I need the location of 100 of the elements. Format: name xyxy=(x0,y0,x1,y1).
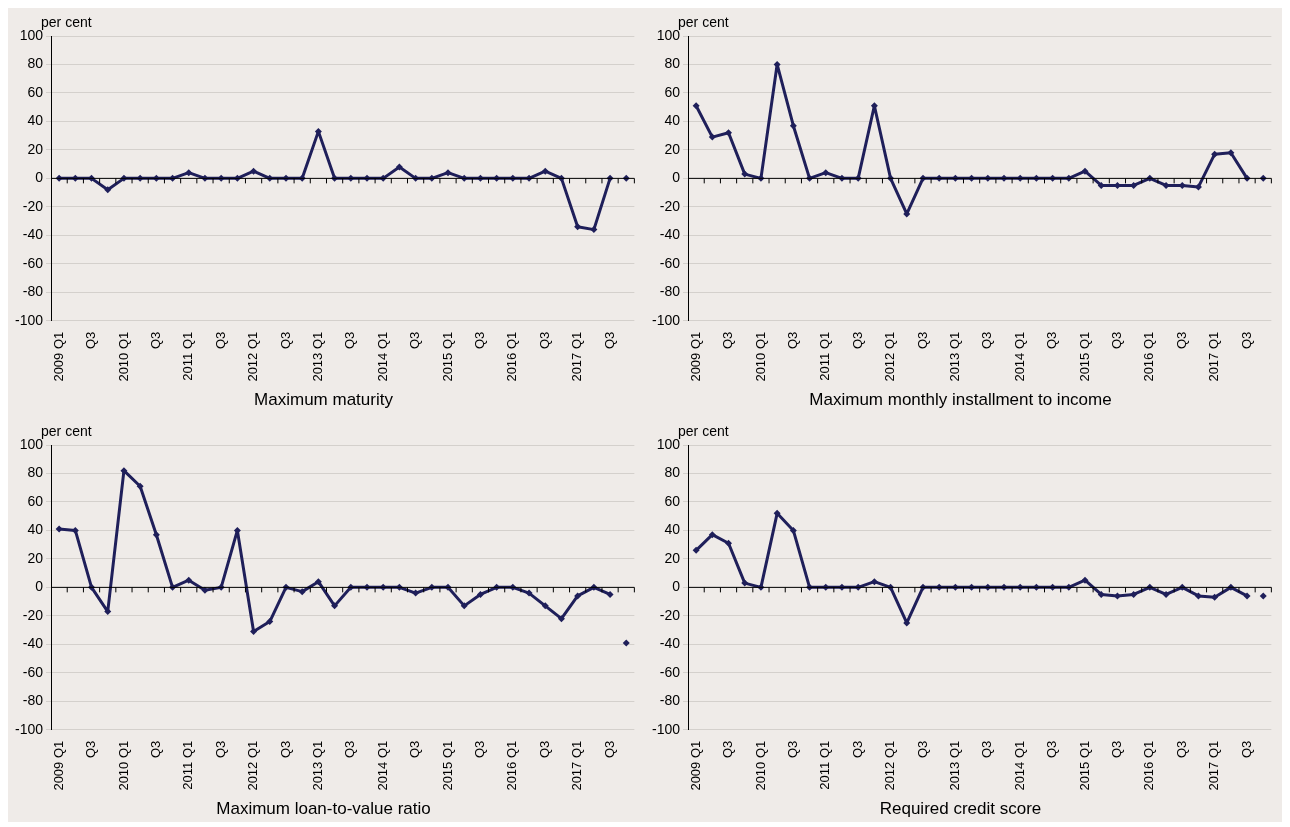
point xyxy=(741,170,749,178)
y-tick-label: 80 xyxy=(27,55,44,72)
y-tick-label: -60 xyxy=(22,254,44,271)
point xyxy=(557,615,565,623)
y-tick-label: -100 xyxy=(14,311,44,328)
point xyxy=(331,602,339,610)
point xyxy=(1162,590,1170,598)
point xyxy=(104,186,112,194)
point xyxy=(476,590,484,598)
y-tick-label: 80 xyxy=(27,464,44,481)
x-tick-label: 2010 Q1 xyxy=(115,740,131,791)
point xyxy=(250,167,258,175)
x-tick-label: 2016 Q1 xyxy=(504,331,520,382)
x-tick-label: Q3 xyxy=(277,740,293,759)
x-tick-label: 2011 Q1 xyxy=(180,331,196,381)
point xyxy=(266,618,274,626)
y-axis-title: per cent xyxy=(678,422,729,439)
text: Required credit score xyxy=(879,799,1042,819)
point xyxy=(773,509,781,517)
point xyxy=(725,129,733,137)
x-tick-label: 2013 Q1 xyxy=(309,740,325,791)
y-tick-label: 60 xyxy=(664,492,681,509)
point xyxy=(606,590,614,598)
x-tick-label: Q3 xyxy=(536,331,552,350)
x-tick-label: Q3 xyxy=(1044,740,1060,759)
y-tick-label: 20 xyxy=(27,140,44,157)
x-tick-label: Q3 xyxy=(979,331,995,350)
y-axis-title: per cent xyxy=(678,13,729,30)
y-tick-label: -40 xyxy=(22,635,44,652)
point xyxy=(152,531,160,539)
point xyxy=(1130,590,1138,598)
y-tick-label: 40 xyxy=(27,112,44,129)
point xyxy=(870,578,878,586)
x-tick-label: Q3 xyxy=(212,331,228,350)
x-tick-label: 2010 Q1 xyxy=(752,331,768,382)
point xyxy=(1097,590,1105,598)
x-tick-label: Q3 xyxy=(277,331,293,350)
x-tick-label: Q3 xyxy=(147,740,163,759)
y-tick-label: -60 xyxy=(659,663,681,680)
x-tick-label: 2014 Q1 xyxy=(1011,331,1027,382)
y-tick-label: -60 xyxy=(22,663,44,680)
x-tick-label: 2009 Q1 xyxy=(687,740,703,791)
point xyxy=(314,578,322,586)
y-axis-title: per cent xyxy=(41,13,92,30)
point xyxy=(71,526,79,534)
y-tick-label: 80 xyxy=(664,55,681,72)
point xyxy=(412,589,420,597)
x-tick-label: Q3 xyxy=(83,740,99,759)
y-tick-label: -20 xyxy=(22,197,44,214)
x-tick-label: 2016 Q1 xyxy=(1141,740,1157,791)
point xyxy=(1211,150,1219,158)
point xyxy=(692,102,700,110)
x-tick-label: Q3 xyxy=(784,331,800,350)
point xyxy=(136,482,144,490)
point xyxy=(104,608,112,616)
x-tick-label: 2015 Q1 xyxy=(439,740,455,791)
point xyxy=(55,525,63,533)
point xyxy=(541,167,549,175)
x-tick-label: 2017 Q1 xyxy=(1206,331,1222,382)
y-tick-label: -80 xyxy=(659,692,681,709)
point xyxy=(708,531,716,539)
x-tick-label: Q3 xyxy=(1109,740,1124,759)
y-tick-label: -20 xyxy=(22,606,44,623)
x-tick-label: Q3 xyxy=(849,331,865,350)
point xyxy=(1081,167,1089,175)
x-tick-label: 2014 Q1 xyxy=(374,740,390,791)
x-tick-label: Q3 xyxy=(147,331,163,350)
point xyxy=(741,579,749,587)
x-tick-label: 2013 Q1 xyxy=(946,740,962,791)
point xyxy=(395,163,403,171)
x-tick-label: 2014 Q1 xyxy=(1011,740,1027,791)
point xyxy=(233,526,241,534)
x-tick-label: Q3 xyxy=(1173,331,1189,350)
x-tick-label: Q3 xyxy=(407,740,423,759)
text: Maximum maturity xyxy=(254,390,394,410)
x-tick-label: 2010 Q1 xyxy=(115,331,131,382)
text: Maximum loan-to-value ratio xyxy=(216,799,431,819)
point xyxy=(185,576,193,584)
point xyxy=(590,226,598,234)
x-tick-label: 2015 Q1 xyxy=(1076,331,1092,382)
y-tick-label: 60 xyxy=(27,83,44,100)
y-tick-label: 20 xyxy=(664,140,681,157)
point xyxy=(1130,181,1138,189)
x-tick-label: 2015 Q1 xyxy=(439,331,455,382)
point xyxy=(1211,593,1219,601)
y-tick-label: 60 xyxy=(664,83,681,100)
point xyxy=(1227,149,1235,157)
text: Maximum monthly installment to income xyxy=(809,390,1112,410)
y-tick-label: -100 xyxy=(651,720,681,737)
y-tick-label: 40 xyxy=(27,521,44,538)
x-tick-label: 2011 Q1 xyxy=(180,740,196,790)
x-tick-label: Q3 xyxy=(914,740,930,759)
x-tick-label: 2014 Q1 xyxy=(374,331,390,382)
y-tick-label: -20 xyxy=(659,606,681,623)
x-tick-label: Q3 xyxy=(342,331,358,350)
x-tick-label: Q3 xyxy=(407,331,423,350)
point xyxy=(692,546,700,554)
x-tick-label: Q3 xyxy=(720,331,736,350)
x-tick-label: 2011 Q1 xyxy=(817,331,833,381)
point xyxy=(298,588,306,596)
